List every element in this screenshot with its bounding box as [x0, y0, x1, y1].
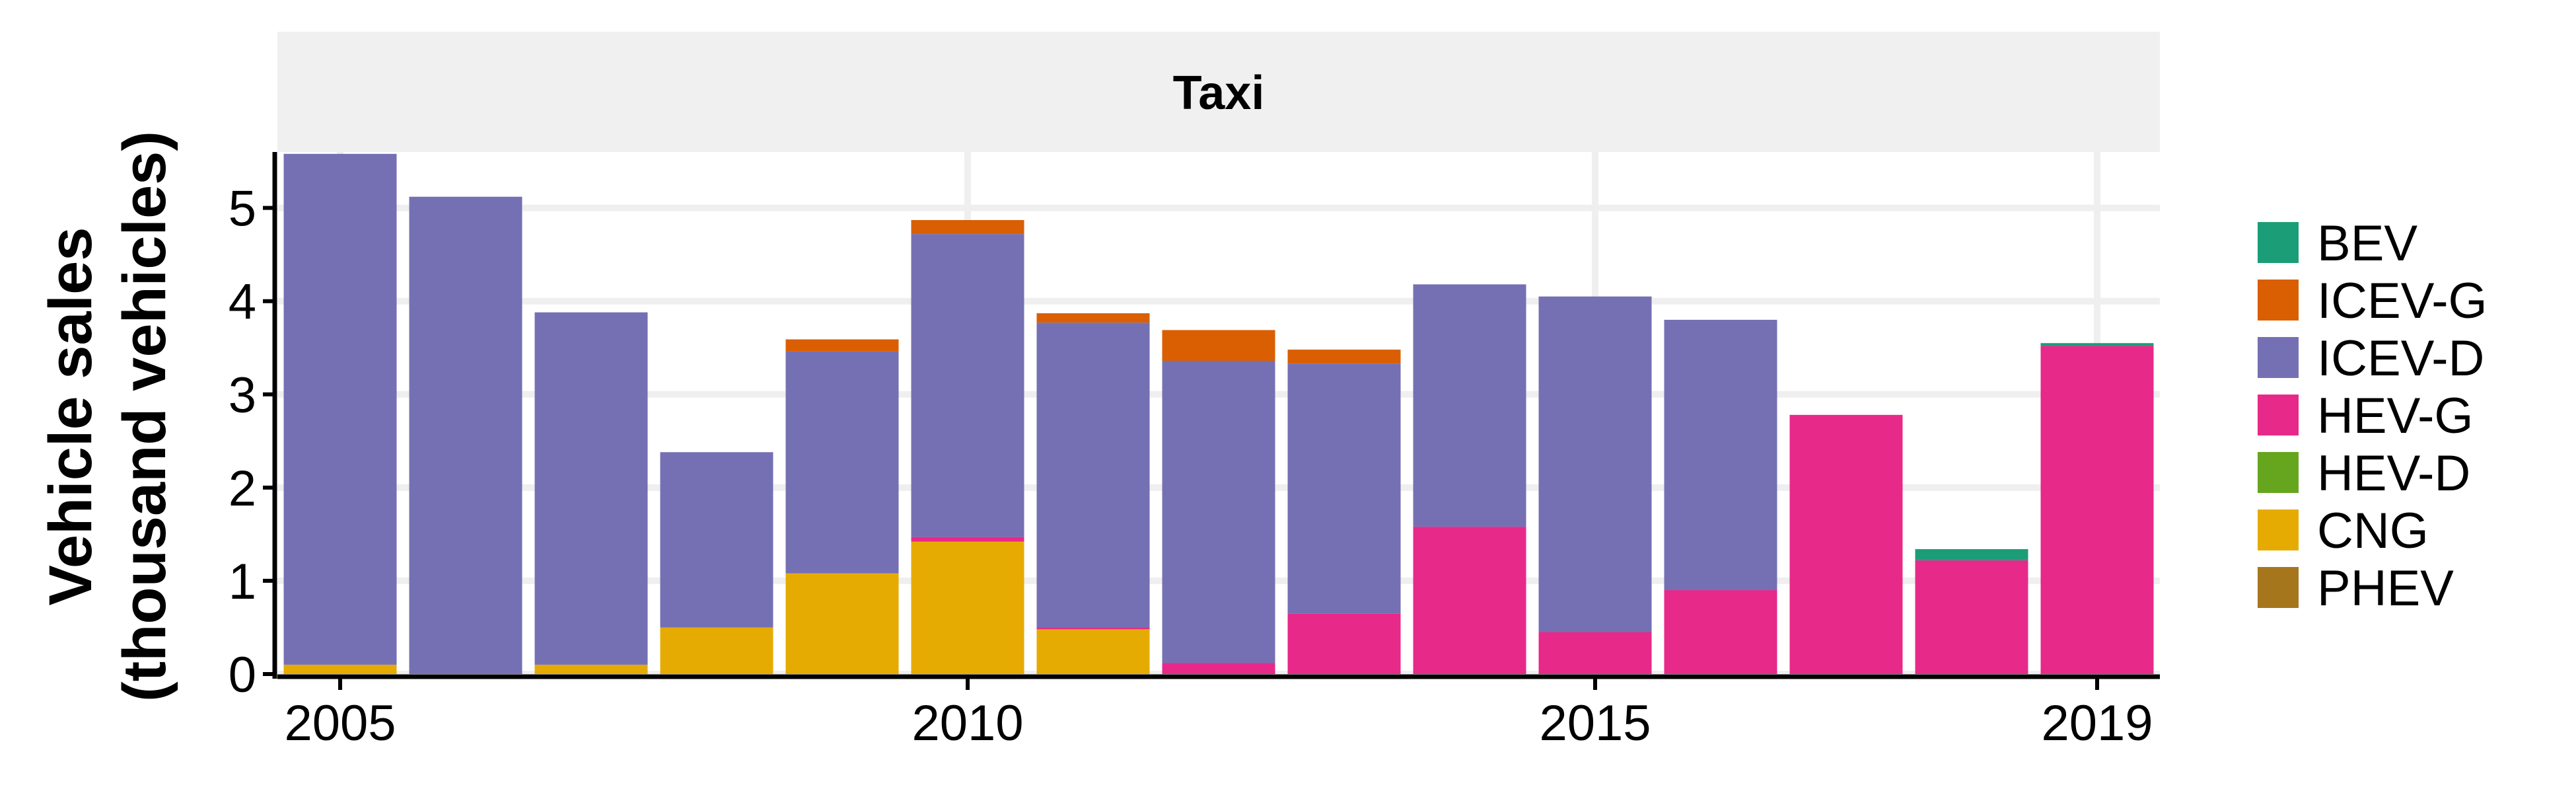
legend-swatch-icev-g — [2258, 280, 2299, 321]
bar-icev-d-2008 — [660, 452, 773, 628]
bar-icev-d-2011 — [1036, 322, 1150, 628]
legend-label-icev-d: ICEV-D — [2317, 330, 2484, 387]
bar-hev-g-2016 — [1664, 590, 1777, 674]
y-tick-label: 0 — [229, 647, 256, 703]
y-tick-label: 5 — [229, 181, 256, 237]
y-tick-label: 2 — [229, 461, 256, 517]
bar-cng-2008 — [660, 627, 773, 674]
bar-bev-2019 — [2040, 343, 2154, 346]
facet-strip-label: Taxi — [1173, 67, 1265, 120]
legend-label-hev-d: HEV-D — [2317, 445, 2470, 502]
y-tick-label: 3 — [229, 367, 256, 424]
bar-icev-d-2005 — [283, 153, 397, 665]
bar-icev-d-2016 — [1664, 319, 1777, 591]
bar-cng-2011 — [1036, 629, 1150, 674]
bar-cng-2005 — [283, 664, 397, 674]
bar-cng-2007 — [534, 664, 648, 674]
bar-icev-g-2012 — [1162, 330, 1275, 361]
facet-strip — [277, 32, 2160, 152]
y-axis-title-line2: (thousand vehicles) — [111, 131, 178, 702]
x-tick-label: 2010 — [912, 695, 1023, 751]
legend-swatch-hev-d — [2258, 452, 2299, 493]
bar-hev-g-2019 — [2040, 346, 2154, 674]
bars — [283, 153, 2154, 674]
bar-icev-d-2007 — [534, 312, 648, 665]
x-tick-label: 2019 — [2041, 695, 2153, 751]
legend-swatch-bev — [2258, 222, 2299, 263]
legend-swatch-hev-g — [2258, 395, 2299, 435]
bar-hev-g-2017 — [1789, 414, 1903, 674]
bar-cng-2009 — [785, 573, 899, 674]
y-tick-label: 4 — [229, 274, 256, 330]
legend-label-cng: CNG — [2317, 503, 2429, 559]
bar-icev-d-2012 — [1162, 361, 1275, 663]
x-tick-label: 2005 — [284, 695, 396, 751]
legend-swatch-phev — [2258, 567, 2299, 608]
bar-hev-g-2013 — [1287, 613, 1401, 674]
x-tick-label: 2015 — [1539, 695, 1651, 751]
legend-label-bev: BEV — [2317, 215, 2417, 272]
bar-cng-2010 — [911, 541, 1024, 674]
x-axis-ticks: 2005 2010 2015 2019 — [284, 677, 2153, 751]
bar-hev-g-2018 — [1915, 560, 2028, 674]
bar-icev-g-2011 — [1036, 313, 1150, 323]
y-axis-title: Vehicle sales (thousand vehicles) — [37, 131, 178, 702]
bar-icev-d-2014 — [1413, 284, 1526, 527]
bar-icev-g-2009 — [785, 339, 899, 352]
y-tick-label: 1 — [229, 554, 256, 610]
legend-swatch-cng — [2258, 510, 2299, 550]
bar-icev-d-2009 — [785, 351, 899, 574]
bar-icev-g-2010 — [911, 219, 1024, 235]
y-axis-title-line1: Vehicle sales — [37, 227, 104, 606]
legend-label-hev-g: HEV-G — [2317, 388, 2474, 444]
bar-hev-g-2010 — [911, 537, 1024, 542]
bar-hev-g-2011 — [1036, 627, 1150, 630]
legend-swatch-icev-d — [2258, 337, 2299, 378]
bar-icev-d-2006 — [409, 196, 522, 674]
bar-icev-d-2013 — [1287, 363, 1401, 614]
bar-bev-2018 — [1915, 548, 2028, 560]
legend-label-icev-g: ICEV-G — [2317, 273, 2487, 329]
bar-icev-d-2015 — [1538, 296, 1652, 632]
legend-label-phev: PHEV — [2317, 560, 2454, 617]
bar-icev-g-2013 — [1287, 350, 1401, 364]
bar-hev-g-2012 — [1162, 663, 1275, 674]
bar-hev-g-2014 — [1413, 527, 1526, 674]
bar-icev-d-2010 — [911, 234, 1024, 537]
bar-hev-g-2015 — [1538, 632, 1652, 674]
y-axis-ticks: 0 1 2 3 4 5 — [229, 181, 275, 703]
